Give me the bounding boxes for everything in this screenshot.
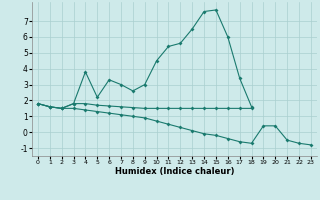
X-axis label: Humidex (Indice chaleur): Humidex (Indice chaleur) [115, 167, 234, 176]
